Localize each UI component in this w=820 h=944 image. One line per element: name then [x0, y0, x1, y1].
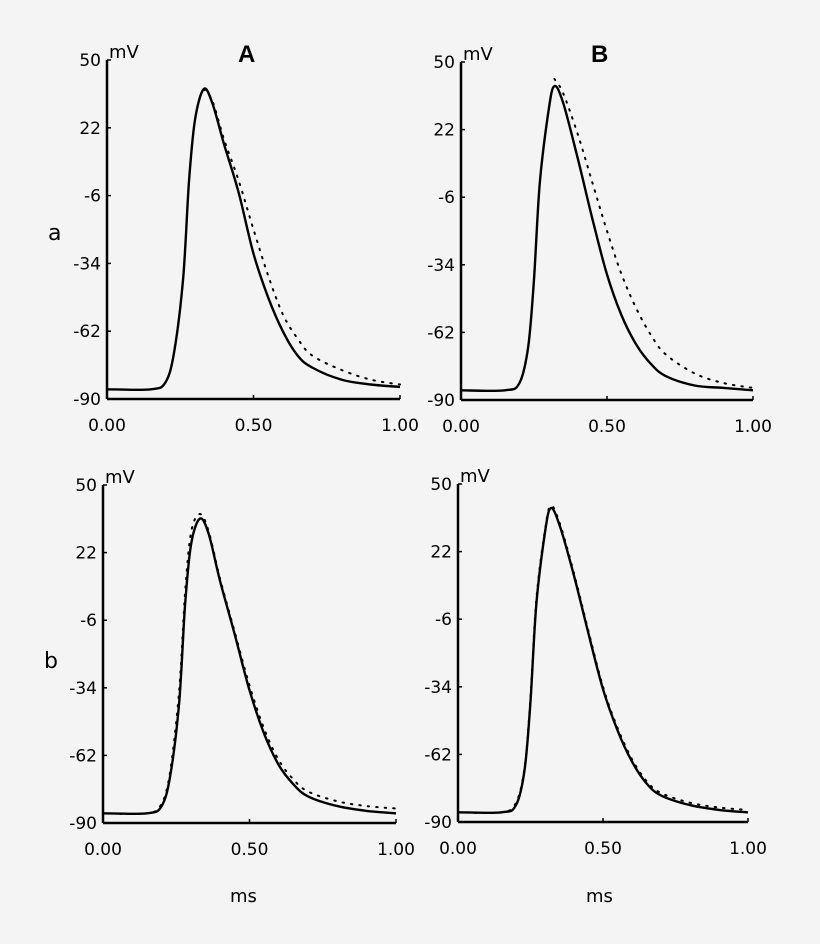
- x-tick-label: 1.00: [381, 416, 419, 436]
- y-tick-label: 22: [433, 121, 455, 141]
- series-solid-line: [106, 87, 401, 392]
- x-axis-label-A: ms: [230, 886, 257, 907]
- panel-Bb: 50 22 -6 -34 -62 -90 mV 0.00 0.50 1.00: [424, 466, 767, 859]
- y-tick-label: -6: [84, 187, 101, 207]
- y-tick-label: 50: [433, 53, 455, 73]
- y-tick-label: -62: [424, 745, 452, 765]
- y-tick-label: 22: [79, 119, 101, 139]
- series-dotted-line: [457, 504, 749, 815]
- y-tick-label: -90: [73, 390, 101, 410]
- y-tick-label: 50: [75, 476, 97, 496]
- panel-Ba: 50 22 -6 -34 -62 -90 mV 0.00 0.50 1.00: [427, 44, 772, 437]
- y-tick-label: -34: [427, 256, 455, 276]
- x-tick-label: 0.50: [584, 839, 622, 859]
- x-tick-label: 0.50: [235, 416, 273, 436]
- y-unit-label: mV: [463, 44, 494, 65]
- y-tick-label: -6: [438, 188, 455, 208]
- panel-Aa: 50 22 -6 -34 -62 -90 mV 0.00 0.50 1.00: [73, 42, 419, 436]
- series-solid-line: [460, 84, 754, 393]
- y-tick-label: 50: [79, 51, 101, 71]
- y-tick-label: -34: [73, 254, 101, 274]
- column-label-B: B: [591, 41, 608, 68]
- x-tick-label: 0.00: [88, 416, 126, 436]
- row-label-a: a: [48, 221, 61, 246]
- y-tick-label: -62: [73, 322, 101, 342]
- series-solid-line: [457, 506, 749, 815]
- x-tick-label: 1.00: [377, 840, 415, 860]
- x-tick-label: 0.00: [439, 839, 477, 859]
- series-solid-line: [102, 517, 397, 816]
- x-tick-label: 1.00: [729, 839, 767, 859]
- y-tick-label: 22: [430, 543, 452, 563]
- x-tick-label: 0.00: [84, 840, 122, 860]
- x-tick-label: 0.00: [442, 417, 480, 437]
- series-dotted-line: [202, 88, 401, 386]
- x-axis-label-B: ms: [586, 886, 613, 907]
- y-tick-label: -62: [427, 323, 455, 343]
- x-tick-label: 0.50: [588, 417, 626, 437]
- y-tick-label: -6: [435, 610, 452, 630]
- y-tick-label: -90: [427, 391, 455, 411]
- x-tick-label: 0.50: [231, 840, 269, 860]
- y-tick-label: 22: [75, 544, 97, 564]
- column-label-A: A: [238, 41, 255, 68]
- y-tick-label: -6: [80, 611, 97, 631]
- y-unit-label: mV: [105, 467, 136, 488]
- x-tick-label: 1.00: [734, 417, 772, 437]
- y-tick-label: 50: [430, 475, 452, 495]
- y-tick-label: -90: [424, 813, 452, 833]
- row-label-b: b: [44, 649, 58, 674]
- y-tick-label: -62: [69, 746, 97, 766]
- y-tick-label: -90: [69, 814, 97, 834]
- y-tick-label: -34: [69, 679, 97, 699]
- y-unit-label: mV: [109, 42, 140, 63]
- y-unit-label: mV: [460, 466, 491, 487]
- series-dotted-line: [553, 77, 754, 389]
- series-dotted-line: [102, 513, 397, 816]
- y-tick-label: -34: [424, 678, 452, 698]
- panel-Ab: 50 22 -6 -34 -62 -90 mV 0.00 0.50 1.00: [69, 467, 415, 860]
